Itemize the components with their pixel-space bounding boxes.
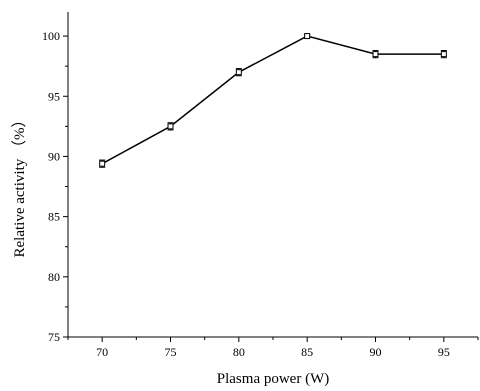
data-point: [99, 160, 106, 167]
y-tick-label: 95: [48, 89, 60, 103]
x-tick-label: 85: [301, 345, 313, 359]
series-line: [101, 35, 444, 165]
y-tick-label: 100: [42, 29, 60, 43]
data-point: [167, 123, 174, 130]
data-point: [235, 69, 242, 76]
y-tick-label: 85: [48, 210, 60, 224]
x-axis-ticks: 70 75 80 85 90 95: [67, 337, 479, 359]
x-tick-label: 75: [165, 345, 177, 359]
x-tick-label: 70: [96, 345, 108, 359]
data-point: [440, 51, 447, 58]
y-tick-label: 75: [48, 330, 60, 344]
y-tick-label: 90: [48, 149, 60, 163]
x-tick-label: 95: [438, 345, 450, 359]
data-point: [372, 51, 379, 58]
x-tick-label: 80: [233, 345, 245, 359]
data-point: [304, 33, 311, 40]
plot-frame: [67, 12, 478, 338]
y-axis-title: Relative activity （%）: [11, 113, 28, 258]
y-axis-ticks: 75 80 85 90 95 100: [42, 29, 68, 344]
data-series: [99, 33, 447, 168]
x-tick-label: 90: [370, 345, 382, 359]
x-axis-title: Plasma power (W): [217, 371, 329, 387]
y-tick-label: 80: [48, 270, 60, 284]
